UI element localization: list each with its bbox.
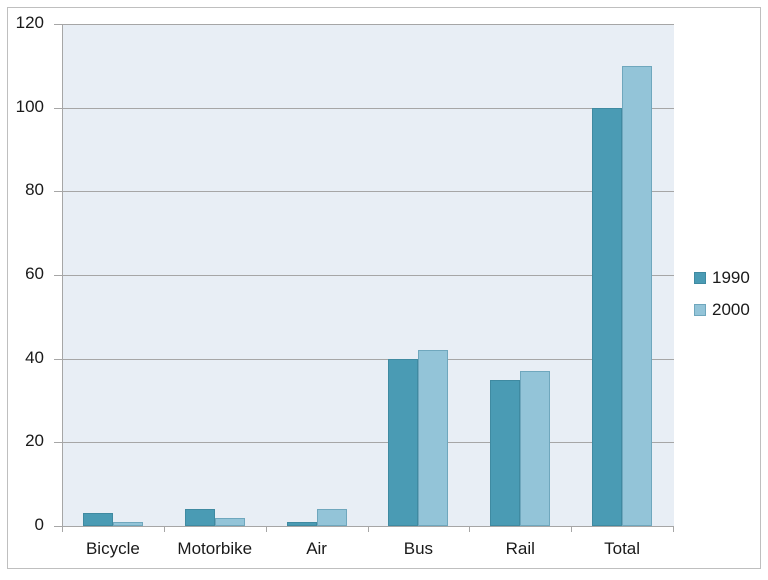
legend: 1990 2000: [694, 262, 750, 326]
y-tick-label: 60: [25, 264, 44, 283]
gridline: [63, 275, 674, 276]
y-tick: [54, 442, 62, 444]
y-tick: [54, 358, 62, 360]
x-tick-label: Bus: [403, 539, 434, 558]
bar-bicycle-1990: [82, 513, 113, 526]
x-tick: [469, 526, 471, 532]
bar-bicycle-2000: [112, 521, 143, 526]
y-tick: [54, 107, 62, 109]
y-tick: [54, 24, 62, 25]
x-tick-label: Rail: [505, 539, 535, 558]
y-tick: [54, 191, 62, 193]
x-tick-label: Air: [306, 539, 327, 558]
x-tick: [265, 526, 267, 532]
bar-rail-2000: [520, 371, 551, 526]
x-tick-label: Total: [604, 539, 641, 558]
legend-item-2000: 2000: [694, 294, 750, 326]
x-tick-label: Motorbike: [177, 539, 253, 558]
x-tick: [367, 526, 369, 532]
y-tick-label: 0: [34, 515, 44, 534]
x-tick: [163, 526, 165, 532]
y-tick-label: 40: [25, 347, 44, 367]
bar-air-2000: [316, 509, 347, 526]
legend-label: 2000: [712, 300, 750, 319]
bar-bus-2000: [418, 350, 449, 526]
bar-total-2000: [622, 65, 653, 526]
y-tick-label: 80: [25, 180, 44, 200]
bar-bus-1990: [388, 358, 419, 526]
x-tick: [571, 526, 573, 532]
x-tick: [673, 526, 674, 532]
y-tick: [54, 275, 62, 276]
gridline: [63, 24, 674, 25]
y-tick: [54, 526, 62, 527]
legend-swatch-1990: [694, 272, 706, 284]
legend-swatch-2000: [694, 304, 706, 316]
y-tick-label: 120: [15, 13, 44, 32]
gridline: [63, 358, 674, 360]
gridline: [63, 191, 674, 193]
bar-air-1990: [286, 521, 317, 526]
x-tick: [62, 526, 63, 532]
bar-motorbike-1990: [184, 509, 215, 526]
bar-rail-1990: [490, 379, 521, 526]
y-tick-label: 100: [15, 96, 44, 116]
gridline: [63, 107, 674, 109]
gridline: [63, 442, 674, 444]
legend-item-1990: 1990: [694, 262, 750, 294]
bar-total-1990: [592, 107, 623, 526]
bar-motorbike-2000: [214, 517, 245, 526]
plot-area: [62, 24, 674, 526]
x-tick-label: Bicycle: [85, 539, 140, 558]
legend-label: 1990: [712, 268, 750, 287]
y-tick-label: 20: [25, 431, 44, 451]
